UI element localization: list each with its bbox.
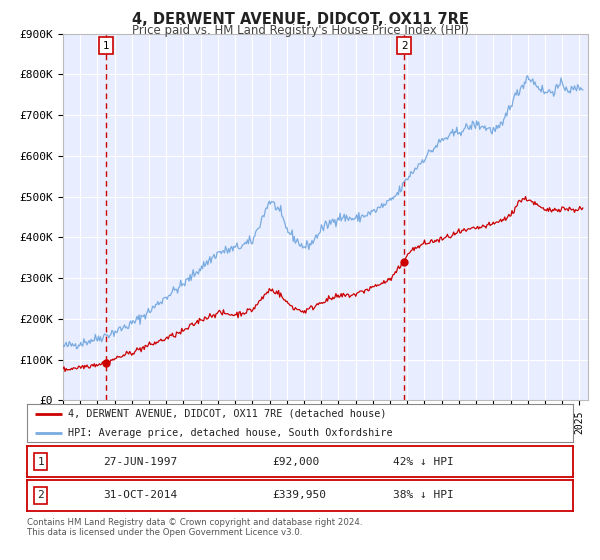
Text: £339,950: £339,950 <box>273 491 327 500</box>
Text: Price paid vs. HM Land Registry's House Price Index (HPI): Price paid vs. HM Land Registry's House … <box>131 24 469 37</box>
Text: 1: 1 <box>103 41 109 51</box>
Text: £92,000: £92,000 <box>273 457 320 466</box>
Text: 31-OCT-2014: 31-OCT-2014 <box>103 491 178 500</box>
Text: Contains HM Land Registry data © Crown copyright and database right 2024.: Contains HM Land Registry data © Crown c… <box>27 518 362 527</box>
Text: HPI: Average price, detached house, South Oxfordshire: HPI: Average price, detached house, Sout… <box>68 428 392 438</box>
Text: 1: 1 <box>37 457 44 466</box>
Text: 38% ↓ HPI: 38% ↓ HPI <box>393 491 454 500</box>
Text: 27-JUN-1997: 27-JUN-1997 <box>103 457 178 466</box>
Text: 4, DERWENT AVENUE, DIDCOT, OX11 7RE: 4, DERWENT AVENUE, DIDCOT, OX11 7RE <box>131 12 469 27</box>
Text: This data is licensed under the Open Government Licence v3.0.: This data is licensed under the Open Gov… <box>27 528 302 537</box>
Text: 42% ↓ HPI: 42% ↓ HPI <box>393 457 454 466</box>
Text: 2: 2 <box>37 491 44 500</box>
Text: 2: 2 <box>401 41 407 51</box>
Text: 4, DERWENT AVENUE, DIDCOT, OX11 7RE (detached house): 4, DERWENT AVENUE, DIDCOT, OX11 7RE (det… <box>68 409 386 419</box>
